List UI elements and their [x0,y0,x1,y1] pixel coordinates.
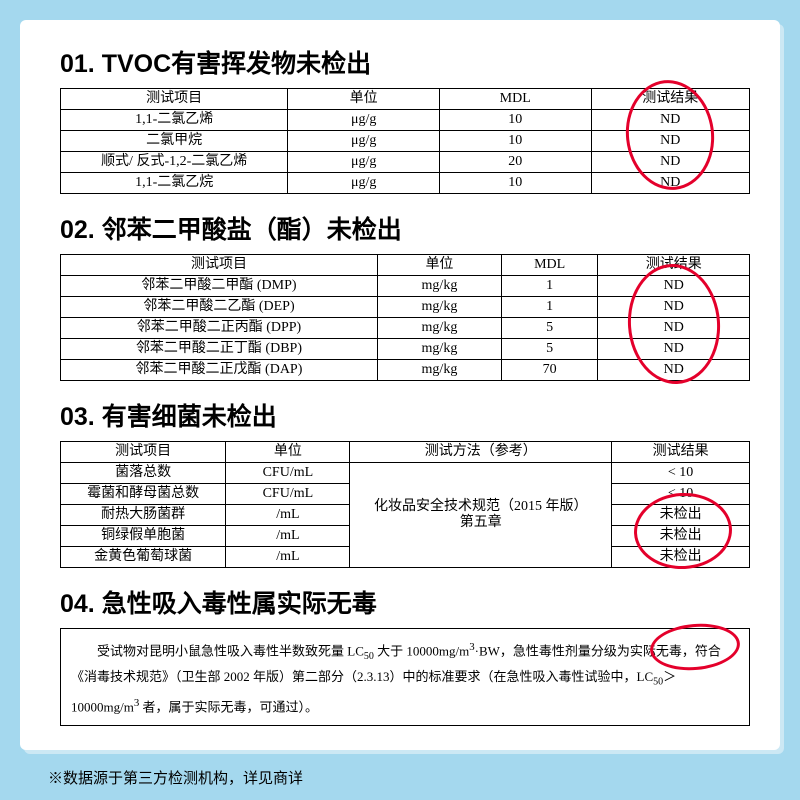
footnote: ※数据源于第三方检测机构，详见商详 [48,767,303,788]
table-row: 邻苯二甲酸二正丙酯 (DPP)mg/kg5ND [61,318,750,339]
th: 测试结果 [591,89,749,110]
table-row: 测试项目 单位 测试方法（参考） 测试结果 [61,442,750,463]
th: 测试结果 [612,442,750,463]
section4-text: 受试物对昆明小鼠急性吸入毒性半数致死量 LC50 大于 10000mg/m3·B… [60,628,750,726]
table-row: 测试项目 单位 MDL 测试结果 [61,255,750,276]
th: MDL [501,255,597,276]
textbox-wrap: 受试物对昆明小鼠急性吸入毒性半数致死量 LC50 大于 10000mg/m3·B… [60,628,750,726]
table-1: 测试项目 单位 MDL 测试结果 1,1-二氯乙烯μg/g10ND 二氯甲烷μg… [60,88,750,194]
th: 测试结果 [598,255,750,276]
th: MDL [439,89,591,110]
table-row: 邻苯二甲酸二乙酯 (DEP)mg/kg1ND [61,297,750,318]
section-title-4: 04. 急性吸入毒性属实际无毒 [60,584,750,620]
table-row: 邻苯二甲酸二甲酯 (DMP)mg/kg1ND [61,276,750,297]
table-row: 菌落总数CFU/mL化妆品安全技术规范（2015 年版） 第五章< 10 [61,463,750,484]
table-row: 顺式/ 反式-1,2-二氯乙烯μg/g20ND [61,152,750,173]
table-row: 邻苯二甲酸二正丁酯 (DBP)mg/kg5ND [61,339,750,360]
method-cell: 化妆品安全技术规范（2015 年版） 第五章 [350,463,612,568]
table-row: 测试项目 单位 MDL 测试结果 [61,89,750,110]
table3-wrap: 测试项目 单位 测试方法（参考） 测试结果 菌落总数CFU/mL化妆品安全技术规… [60,441,750,568]
table2-wrap: 测试项目 单位 MDL 测试结果 邻苯二甲酸二甲酯 (DMP)mg/kg1ND … [60,254,750,381]
th: 测试项目 [61,442,226,463]
table-row: 二氯甲烷μg/g10ND [61,131,750,152]
table-row: 1,1-二氯乙烯μg/g10ND [61,110,750,131]
table-row: 1,1-二氯乙烷μg/g10ND [61,173,750,194]
section-title-3: 03. 有害细菌未检出 [60,397,750,433]
th: 测试方法（参考） [350,442,612,463]
content-card: 01. TVOC有害挥发物未检出 测试项目 单位 MDL 测试结果 1,1-二氯… [20,20,780,750]
th: 单位 [288,89,440,110]
th: 测试项目 [61,89,288,110]
th: 单位 [377,255,501,276]
section-title-1: 01. TVOC有害挥发物未检出 [60,44,750,80]
table-row: 邻苯二甲酸二正戊酯 (DAP)mg/kg70ND [61,360,750,381]
table-3: 测试项目 单位 测试方法（参考） 测试结果 菌落总数CFU/mL化妆品安全技术规… [60,441,750,568]
table1-wrap: 测试项目 单位 MDL 测试结果 1,1-二氯乙烯μg/g10ND 二氯甲烷μg… [60,88,750,194]
th: 测试项目 [61,255,378,276]
th: 单位 [226,442,350,463]
section-title-2: 02. 邻苯二甲酸盐（酯）未检出 [60,210,750,246]
table-2: 测试项目 单位 MDL 测试结果 邻苯二甲酸二甲酯 (DMP)mg/kg1ND … [60,254,750,381]
